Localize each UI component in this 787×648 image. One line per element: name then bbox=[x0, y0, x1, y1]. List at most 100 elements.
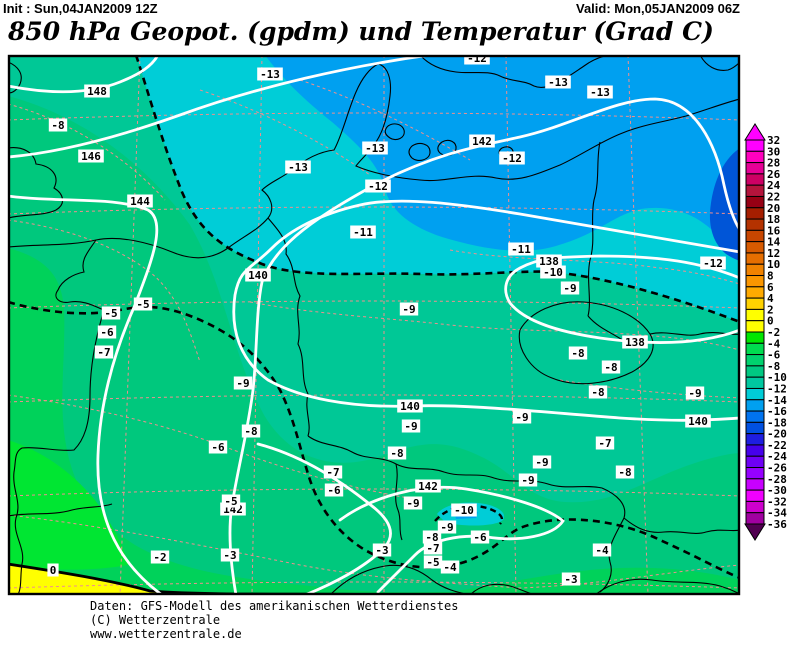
chart-title: 850 hPa Geopot. (gpdm) und Temperatur (G… bbox=[8, 17, 714, 46]
temperature-label: -9 bbox=[685, 386, 705, 400]
temperature-label: -6 bbox=[97, 325, 117, 339]
colorbar-tick-label: 26 bbox=[767, 168, 781, 181]
colorbar-tick-label: -36 bbox=[767, 518, 787, 531]
svg-text:-9: -9 bbox=[688, 387, 701, 400]
svg-text:-7: -7 bbox=[426, 542, 439, 555]
svg-text:-8: -8 bbox=[604, 361, 617, 374]
svg-text:144: 144 bbox=[130, 195, 150, 208]
svg-text:-4: -4 bbox=[595, 544, 609, 557]
svg-text:140: 140 bbox=[248, 269, 268, 282]
temperature-label: -12 bbox=[700, 256, 726, 270]
svg-text:-8: -8 bbox=[571, 347, 584, 360]
temperature-label: 0 bbox=[47, 563, 59, 577]
temperature-label: -7 bbox=[423, 541, 443, 555]
temperature-label: -5 bbox=[133, 297, 153, 311]
svg-text:-6: -6 bbox=[327, 484, 341, 497]
colorbar-tick-label: -8 bbox=[767, 360, 780, 373]
svg-text:-10: -10 bbox=[454, 504, 474, 517]
temperature-label: -8 bbox=[241, 424, 261, 438]
colorbar-tick-label: -4 bbox=[767, 337, 781, 350]
map-label-layer: 148146144142140138138140140142142-8-13-1… bbox=[47, 56, 726, 586]
temperature-label: -2 bbox=[150, 550, 170, 564]
colorbar-tick-label: -24 bbox=[767, 450, 787, 463]
colorbar-tick-label: 12 bbox=[767, 247, 780, 260]
colorbar-tick-label: -2 bbox=[767, 326, 780, 339]
colorbar-tick-label: -34 bbox=[767, 507, 787, 520]
temperature-label: -7 bbox=[595, 436, 615, 450]
svg-text:-11: -11 bbox=[511, 243, 531, 256]
colorbar-tick-label: -32 bbox=[767, 495, 787, 508]
footer-source-line: Daten: GFS-Modell des amerikanischen Wet… bbox=[90, 599, 459, 613]
svg-text:-3: -3 bbox=[564, 573, 577, 586]
temperature-label: -9 bbox=[437, 520, 457, 534]
temperature-label: -4 bbox=[440, 560, 460, 574]
colorbar-tick-label: 20 bbox=[767, 202, 780, 215]
footer-url-line: www.wetterzentrale.de bbox=[90, 627, 242, 641]
temperature-label: -9 bbox=[401, 419, 421, 433]
svg-text:-4: -4 bbox=[443, 561, 457, 574]
coastline-border-layer bbox=[9, 56, 739, 594]
colorbar-tick-label: -20 bbox=[767, 428, 787, 441]
svg-text:-9: -9 bbox=[402, 303, 415, 316]
svg-text:-6: -6 bbox=[211, 441, 225, 454]
temperature-label: -3 bbox=[220, 548, 240, 562]
temperature-label: -8 bbox=[588, 385, 608, 399]
temperature-label: -8 bbox=[568, 346, 588, 360]
geopotential-contour-label: 146 bbox=[78, 149, 104, 163]
temperature-label: -5 bbox=[423, 555, 443, 569]
colorbar-tick-label: -28 bbox=[767, 473, 787, 486]
svg-text:142: 142 bbox=[418, 480, 438, 493]
svg-text:146: 146 bbox=[81, 150, 101, 163]
temperature-label: -13 bbox=[257, 67, 283, 81]
svg-text:-3: -3 bbox=[375, 544, 388, 557]
colorbar-tick-label: 24 bbox=[767, 179, 781, 192]
temperature-label: -11 bbox=[350, 225, 376, 239]
temperature-colorbar: 32302826242220181614121086420-2-4-6-8-10… bbox=[744, 123, 787, 541]
svg-text:-9: -9 bbox=[236, 377, 249, 390]
svg-text:-8: -8 bbox=[618, 466, 631, 479]
svg-text:140: 140 bbox=[400, 400, 420, 413]
temperature-label: -13 bbox=[362, 141, 388, 155]
svg-text:-5: -5 bbox=[104, 307, 117, 320]
temperature-label: -4 bbox=[592, 543, 612, 557]
temperature-label: -3 bbox=[372, 543, 392, 557]
geopotential-contour-label: 144 bbox=[127, 194, 153, 208]
temperature-label: -9 bbox=[399, 302, 419, 316]
temperature-label: -7 bbox=[323, 465, 343, 479]
svg-text:-5: -5 bbox=[136, 298, 149, 311]
svg-text:-7: -7 bbox=[598, 437, 611, 450]
temperature-label: -8 bbox=[422, 530, 442, 544]
temperature-label: -5 bbox=[221, 494, 241, 508]
colorbar-tick-label: 16 bbox=[767, 224, 781, 237]
geopotential-contour-label: 140 bbox=[685, 414, 711, 428]
data-credit-footer: Daten: GFS-Modell des amerikanischen Wet… bbox=[90, 599, 458, 641]
colorbar-tick-label: 30 bbox=[767, 145, 780, 158]
colorbar-tick-label: 28 bbox=[767, 157, 780, 170]
valid-time-label: Valid: Mon,05JAN2009 06Z bbox=[575, 1, 740, 16]
colorbar-tick-label: -6 bbox=[767, 349, 781, 362]
temperature-label: -12 bbox=[464, 56, 490, 65]
svg-text:-10: -10 bbox=[543, 266, 563, 279]
geopotential-contour-label: 142 bbox=[469, 134, 495, 148]
svg-text:-8: -8 bbox=[244, 425, 257, 438]
svg-text:-8: -8 bbox=[51, 119, 64, 132]
svg-text:-13: -13 bbox=[260, 68, 280, 81]
colorbar-tick-label: 0 bbox=[767, 315, 774, 328]
svg-text:-13: -13 bbox=[590, 86, 610, 99]
temperature-label: -3 bbox=[561, 572, 581, 586]
colorbar-tick-label: 10 bbox=[767, 258, 780, 271]
temperature-label: -8 bbox=[615, 465, 635, 479]
temperature-label: -9 bbox=[403, 496, 423, 510]
temperature-label: -12 bbox=[499, 151, 525, 165]
svg-text:-7: -7 bbox=[97, 346, 110, 359]
temperature-label: -10 bbox=[451, 503, 477, 517]
temperature-label: -9 bbox=[512, 410, 532, 424]
geopotential-contour-label: 140 bbox=[245, 268, 271, 282]
svg-text:-9: -9 bbox=[406, 497, 419, 510]
svg-text:0: 0 bbox=[50, 564, 57, 577]
svg-text:-12: -12 bbox=[703, 257, 723, 270]
colorbar-tick-label: -30 bbox=[767, 484, 787, 497]
temperature-label: -9 bbox=[233, 376, 253, 390]
colorbar-tick-label: 18 bbox=[767, 213, 780, 226]
colorbar-tick-label: 6 bbox=[767, 281, 774, 294]
